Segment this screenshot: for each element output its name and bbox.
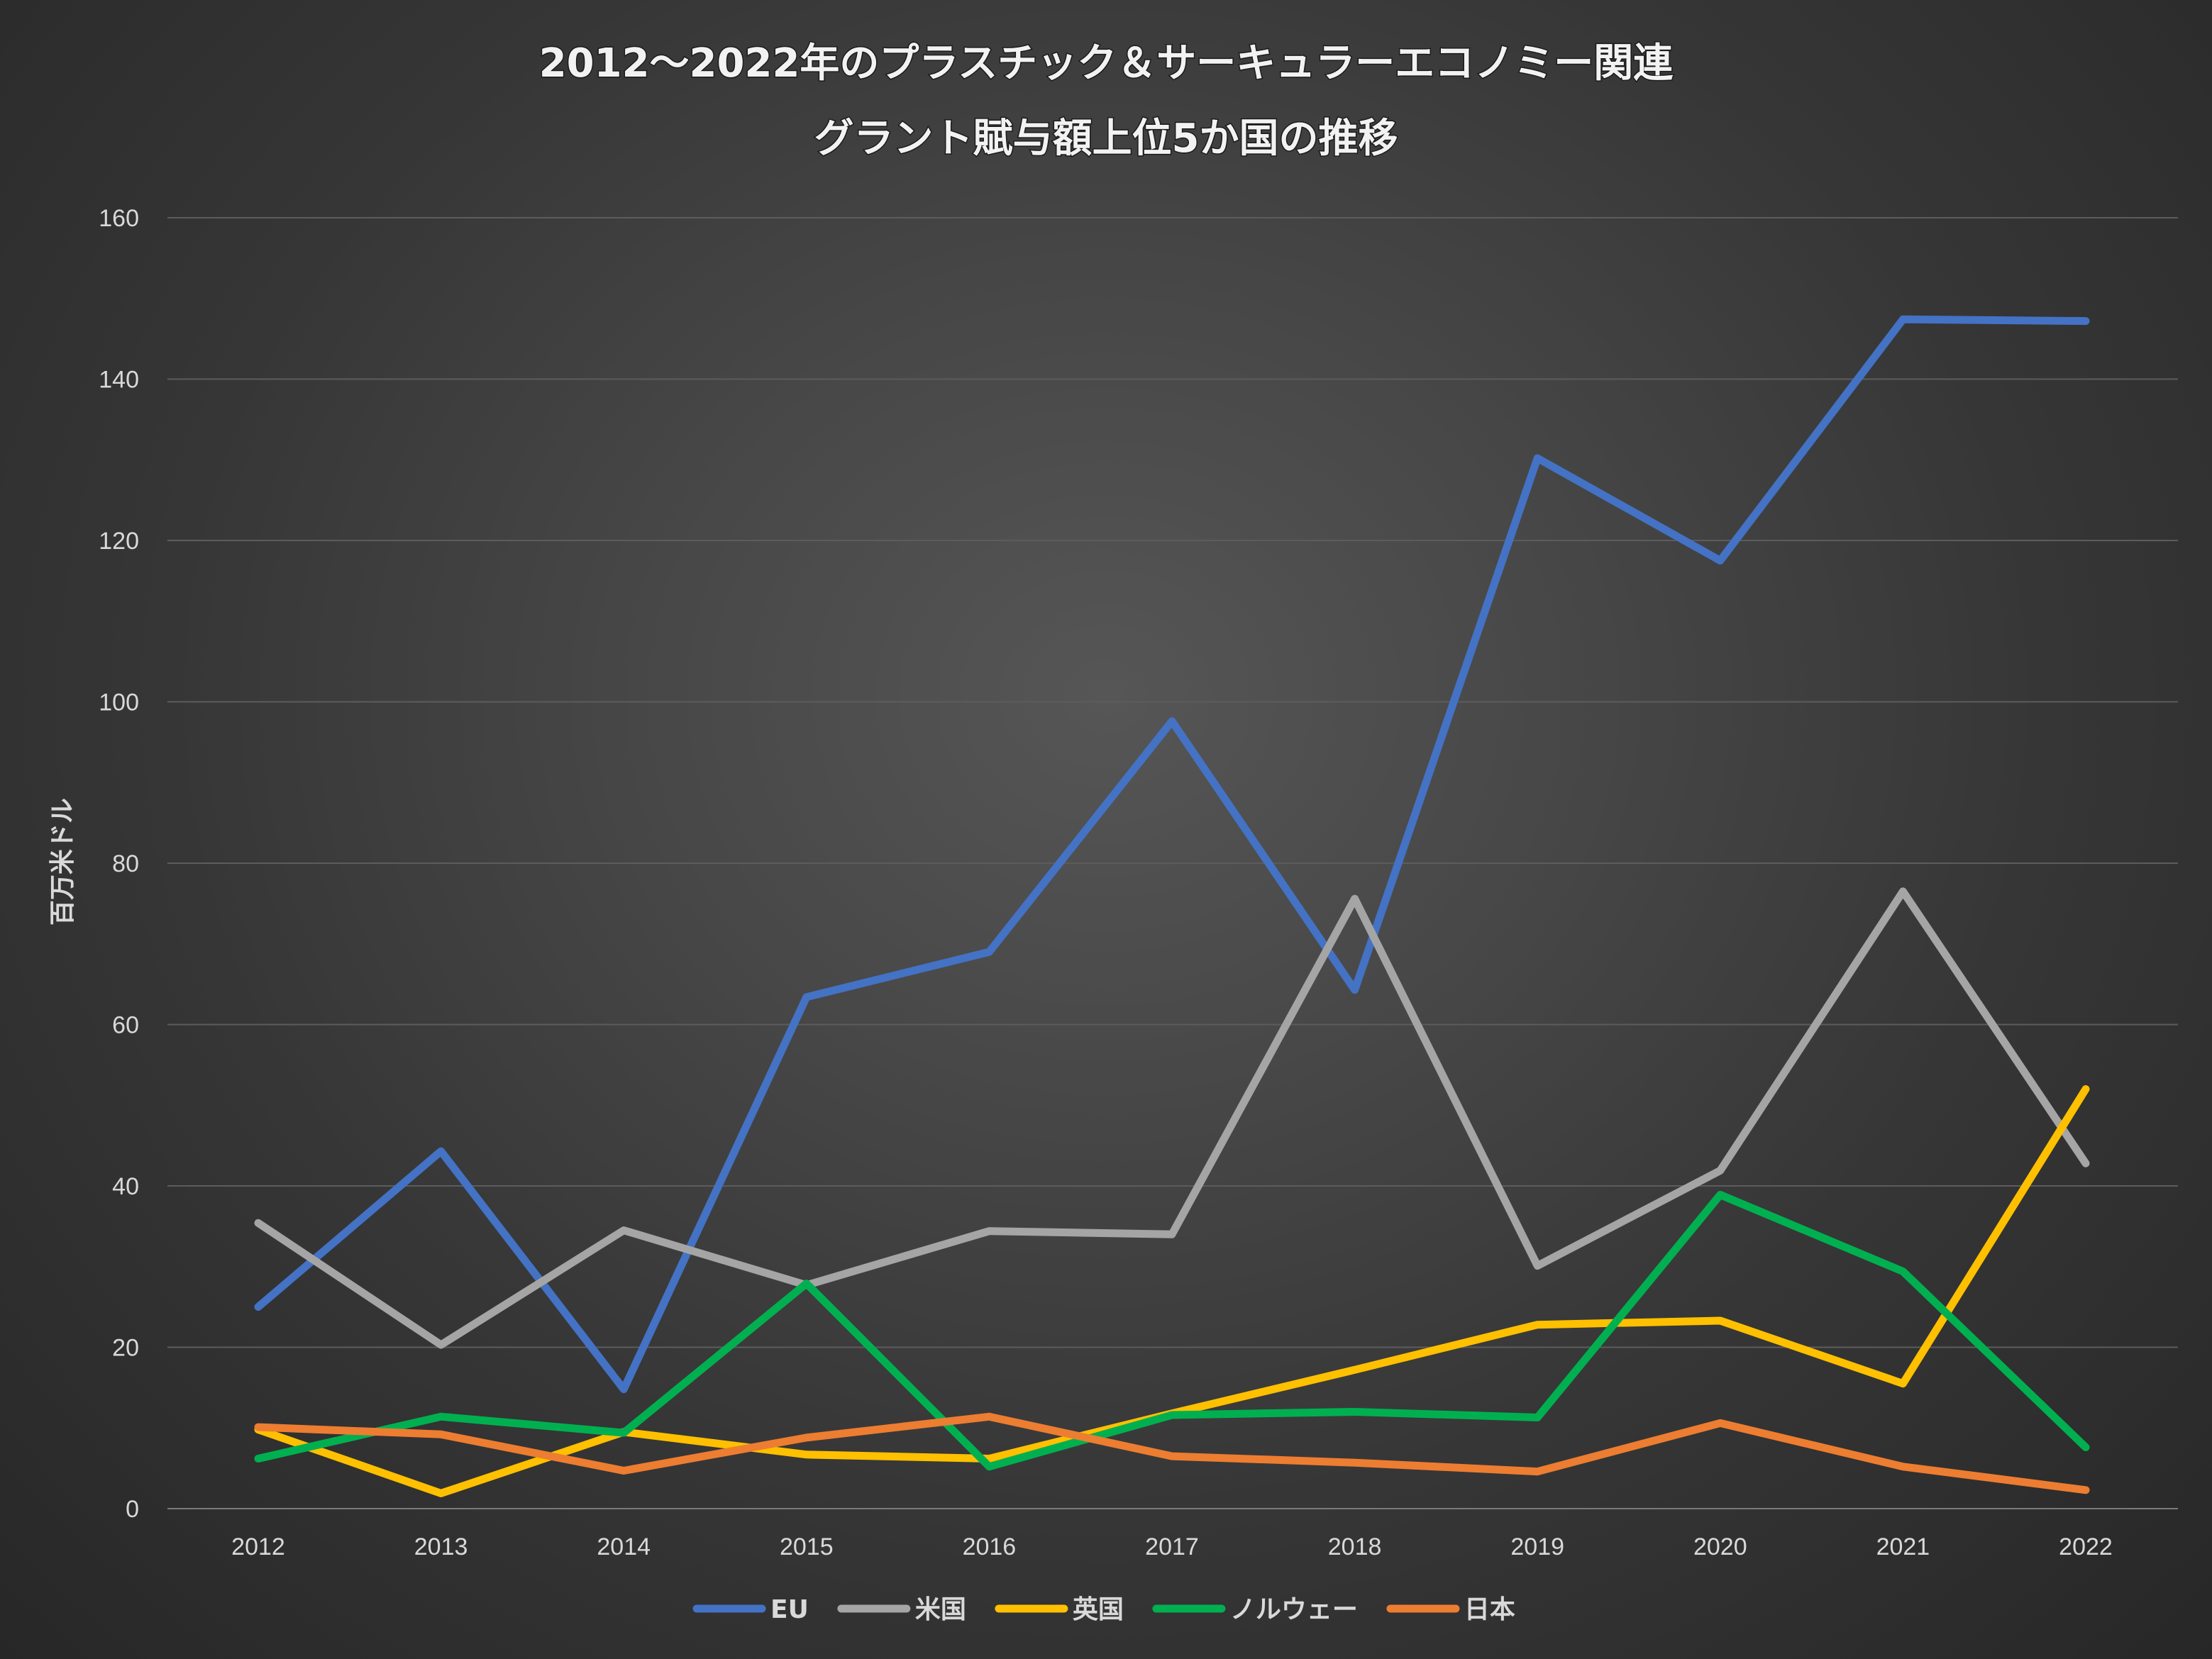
legend: EU 米国 英国 ノルウェー 日本 <box>692 1595 1515 1624</box>
legend-label: 米国 <box>915 1595 966 1624</box>
y-tick-label: 140 <box>99 367 139 394</box>
gridlines <box>167 217 2178 1509</box>
series-line-1 <box>254 315 2090 1394</box>
series-line-5 <box>254 1412 2090 1494</box>
y-tick-label: 120 <box>99 528 139 555</box>
x-tick-label: 2020 <box>1693 1533 1747 1560</box>
series-lines <box>254 315 2090 1497</box>
legend-label: 日本 <box>1464 1595 1515 1624</box>
series-line-2 <box>254 887 2090 1349</box>
x-tick-label: 2016 <box>963 1533 1017 1560</box>
x-tick-label: 2019 <box>1510 1533 1564 1560</box>
legend-label: ノルウェー <box>1230 1595 1358 1624</box>
x-tick-label: 2018 <box>1328 1533 1382 1560</box>
y-tick-label: 100 <box>99 689 139 716</box>
x-tick-label: 2014 <box>597 1533 651 1560</box>
chart-title-line-2: グラント賦与額上位5か国の推移 <box>814 116 1398 162</box>
y-axis-ticks: 0 20 40 60 80 100 120 140 160 <box>99 205 139 1523</box>
x-tick-label: 2022 <box>2059 1533 2113 1560</box>
y-tick-label: 0 <box>126 1496 139 1523</box>
x-tick-label: 2015 <box>780 1533 834 1560</box>
series-line-4 <box>254 1191 2090 1471</box>
x-tick-label: 2021 <box>1876 1533 1930 1560</box>
y-tick-label: 40 <box>112 1173 139 1200</box>
y-tick-label: 60 <box>112 1012 139 1039</box>
y-axis-label: 百万米ドル <box>48 798 77 926</box>
chart-title-line-1: 2012～2022年のプラスチック＆サーキュラーエコノミー関連 <box>539 40 1674 87</box>
x-tick-label: 2013 <box>414 1533 468 1560</box>
legend-label: EU <box>770 1595 809 1624</box>
y-tick-label: 160 <box>99 205 139 232</box>
y-tick-label: 80 <box>112 850 139 877</box>
x-tick-label: 2017 <box>1145 1533 1199 1560</box>
x-tick-label: 2012 <box>231 1533 285 1560</box>
y-tick-label: 20 <box>112 1335 139 1362</box>
x-axis-ticks: 2012 2013 2014 2015 2016 2017 2018 2019 2020 2021… <box>231 1533 2113 1560</box>
legend-label: 英国 <box>1073 1595 1124 1624</box>
